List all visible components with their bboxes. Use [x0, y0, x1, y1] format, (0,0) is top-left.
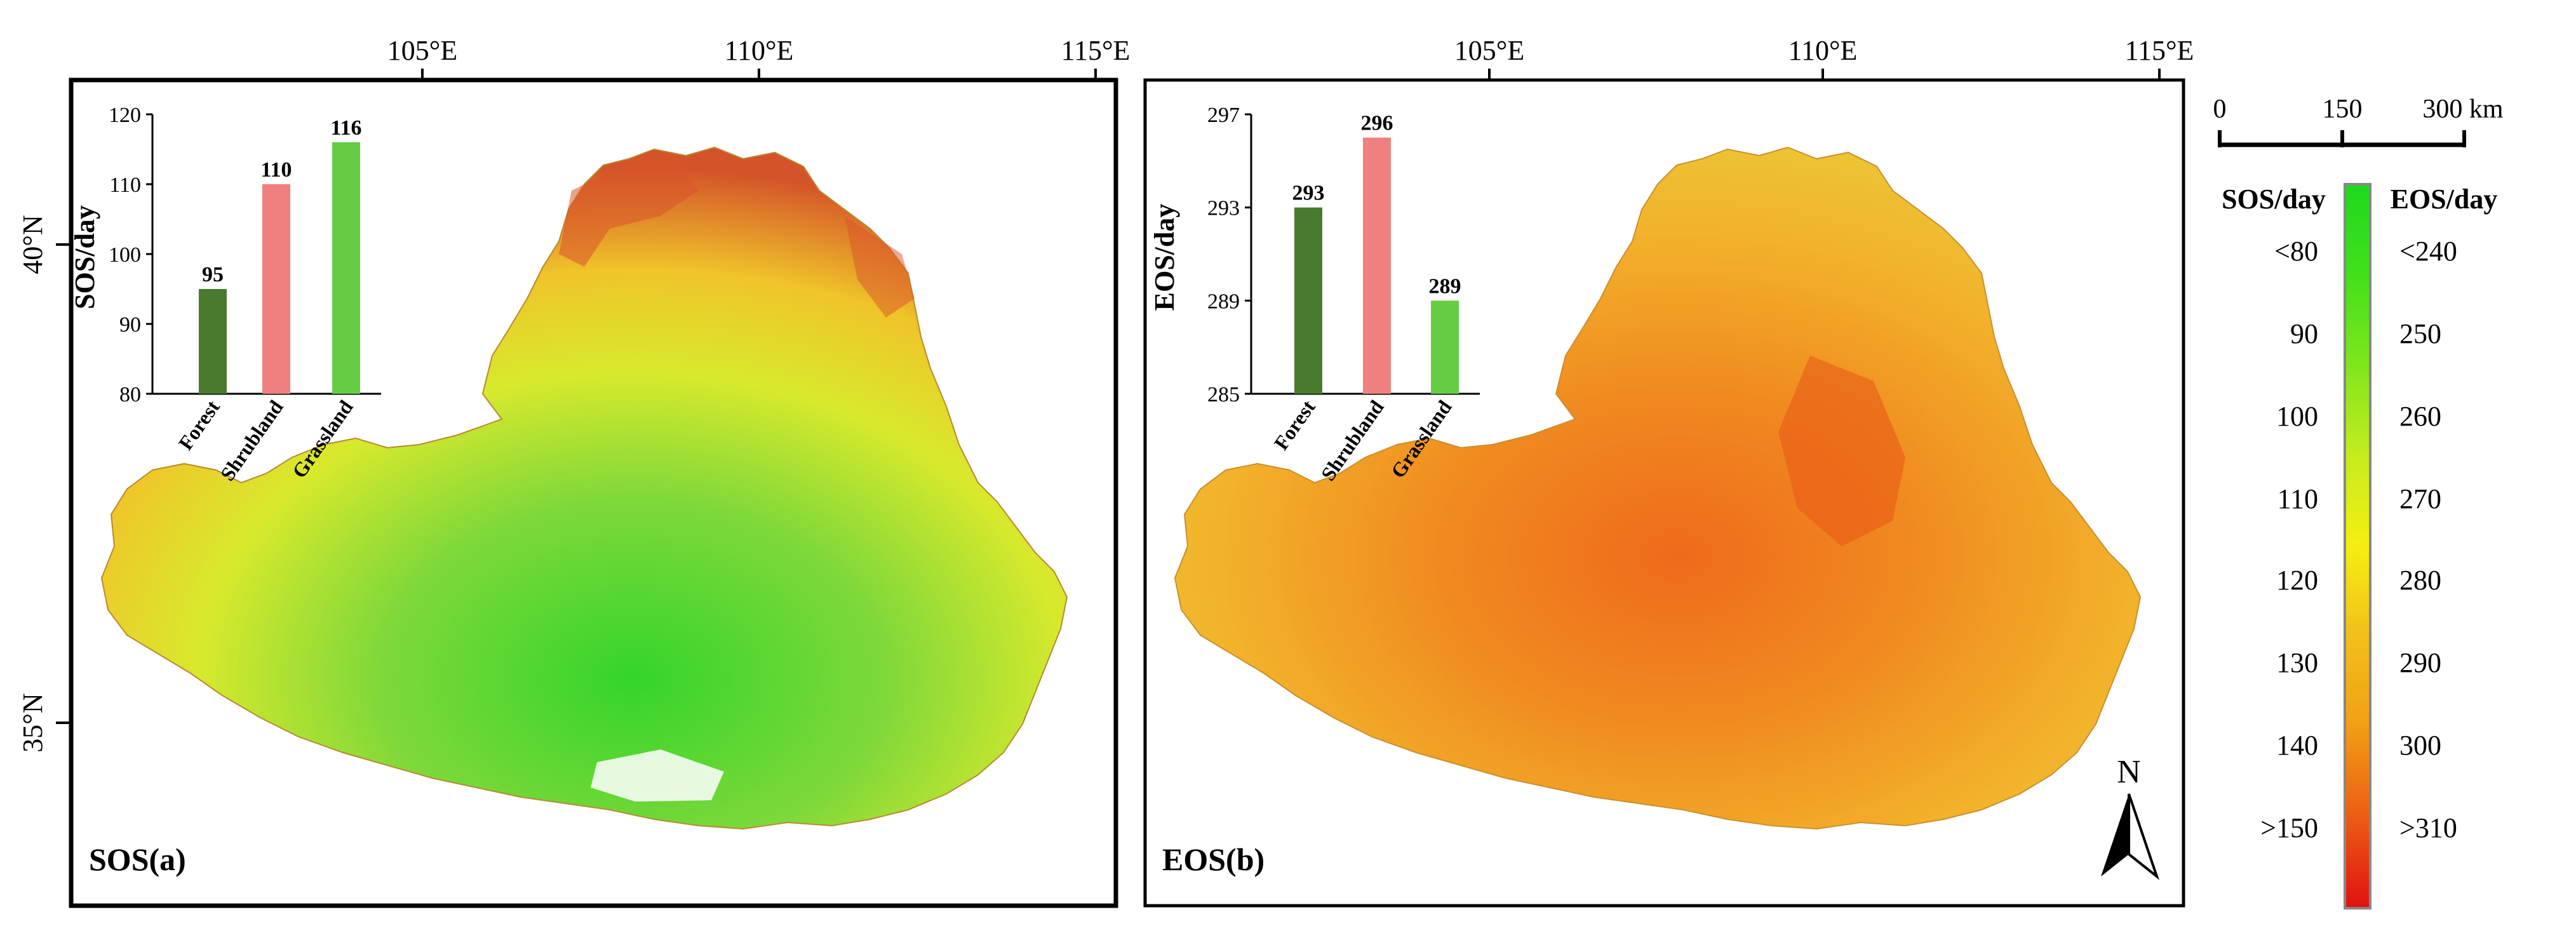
legend: SOS/day EOS/day <80 <240 90 250 100 260 110 270…	[2222, 183, 2498, 910]
chart-a-bars	[199, 142, 360, 394]
legend-sos-label: 140	[2276, 730, 2318, 761]
bar-shrubland	[1363, 137, 1391, 394]
lon-tick-105-a: 105°E	[387, 35, 457, 66]
legend-eos-label: 300	[2399, 730, 2441, 761]
top-ticks-a: 105°E 110°E 115°E	[387, 35, 1130, 80]
legend-sos-label: <80	[2274, 236, 2318, 267]
lat-tick-35: 35°N	[17, 693, 48, 752]
legend-labels: <80 <240 90 250 100 260 110 270 120 280 130 290 140 3…	[2260, 236, 2457, 843]
lon-tick-110-b: 110°E	[1788, 35, 1858, 66]
y-tick-label: 110	[109, 173, 141, 197]
north-arrow-icon	[2101, 794, 2129, 876]
sos-late-patch	[559, 159, 699, 267]
north-arrow: N	[2101, 754, 2160, 880]
scale-bar: 0 150 300 km	[2213, 95, 2504, 147]
panel-b: 105°E 110°E 115°E EOS/day 285 289 293 297 2…	[1143, 35, 2194, 908]
lon-tick-115-a: 115°E	[1061, 35, 1130, 66]
chart-a-value-labels: 95 110 116	[202, 116, 362, 286]
side-ticks: 40°N 35°N	[17, 215, 71, 753]
y-tick-label: 120	[109, 104, 141, 127]
chart-b-value-labels: 293 296 289	[1292, 112, 1461, 299]
legend-eos-label: 270	[2399, 483, 2441, 514]
chart-a-ylabel: SOS/day	[69, 205, 100, 309]
legend-eos-label: <240	[2399, 236, 2457, 267]
y-tick-label: 100	[109, 243, 141, 267]
category-label: Forest	[174, 396, 224, 454]
lon-tick-110-a: 110°E	[725, 35, 794, 66]
eos-late-patch	[1778, 356, 1905, 546]
category-label: Forest	[1270, 396, 1320, 454]
bar-value-label: 293	[1292, 182, 1325, 205]
bar-value-label: 296	[1361, 112, 1393, 135]
bar-shrubland	[262, 184, 290, 394]
legend-color-ramp	[2344, 183, 2371, 910]
y-tick-label: 80	[119, 383, 141, 406]
top-ticks-b: 105°E 110°E 115°E	[1454, 35, 2194, 80]
legend-sos-label: 130	[2276, 647, 2318, 678]
y-tick-label: 293	[1207, 197, 1240, 220]
legend-sos-label: >150	[2260, 812, 2318, 843]
legend-sos-label: 90	[2290, 318, 2318, 349]
lon-tick-105-b: 105°E	[1454, 35, 1524, 66]
scale-tick-300: 300 km	[2422, 95, 2504, 124]
lat-tick-40: 40°N	[17, 215, 48, 274]
bar-forest	[1294, 207, 1322, 394]
y-tick-label: 90	[119, 313, 141, 337]
eos-map-region	[1174, 146, 2142, 830]
bar-value-label: 116	[330, 116, 361, 140]
y-tick-label: 285	[1207, 383, 1240, 406]
scale-tick-0: 0	[2213, 95, 2227, 124]
bar-value-label: 110	[260, 158, 292, 182]
y-tick-label: 289	[1207, 290, 1240, 313]
legend-eos-label: 260	[2399, 401, 2441, 432]
legend-eos-title: EOS/day	[2391, 184, 2498, 215]
north-arrow-label: N	[2117, 754, 2141, 790]
legend-sos-label: 100	[2276, 401, 2318, 432]
scale-tick-150: 150	[2323, 95, 2363, 124]
y-tick-label: 297	[1207, 104, 1240, 127]
chart-b-ylabel: EOS/day	[1149, 204, 1180, 311]
legend-eos-label: 250	[2399, 318, 2441, 349]
legend-eos-label: >310	[2399, 812, 2457, 843]
chart-b-yticks: 285 289 293 297	[1207, 104, 1251, 406]
panel-b-label: EOS(b)	[1162, 842, 1265, 877]
legend-sos-label: 120	[2276, 565, 2318, 596]
bar-grassland	[1431, 300, 1459, 394]
bar-value-label: 289	[1429, 274, 1461, 298]
bar-grassland	[332, 142, 360, 394]
legend-sos-label: 110	[2277, 483, 2318, 514]
bar-value-label: 95	[202, 263, 224, 286]
sos-map-region	[100, 146, 1068, 830]
chart-a-yticks: 80 90 100 110 120	[109, 104, 152, 406]
no-data-patch	[591, 749, 724, 802]
legend-eos-label: 290	[2399, 647, 2441, 678]
legend-eos-label: 280	[2399, 565, 2441, 596]
panel-a: 105°E 110°E 115°E 40°N 35°N SOS/day 80 90…	[17, 35, 1130, 908]
legend-sos-title: SOS/day	[2222, 184, 2326, 215]
lon-tick-115-b: 115°E	[2125, 35, 2194, 66]
chart-b-bars	[1294, 137, 1459, 394]
bar-forest	[199, 289, 227, 394]
panel-a-frame	[69, 77, 1118, 908]
sos-late-patch-2	[845, 216, 915, 318]
panel-b-frame	[1143, 78, 2185, 908]
panel-a-label: SOS(a)	[89, 842, 186, 877]
